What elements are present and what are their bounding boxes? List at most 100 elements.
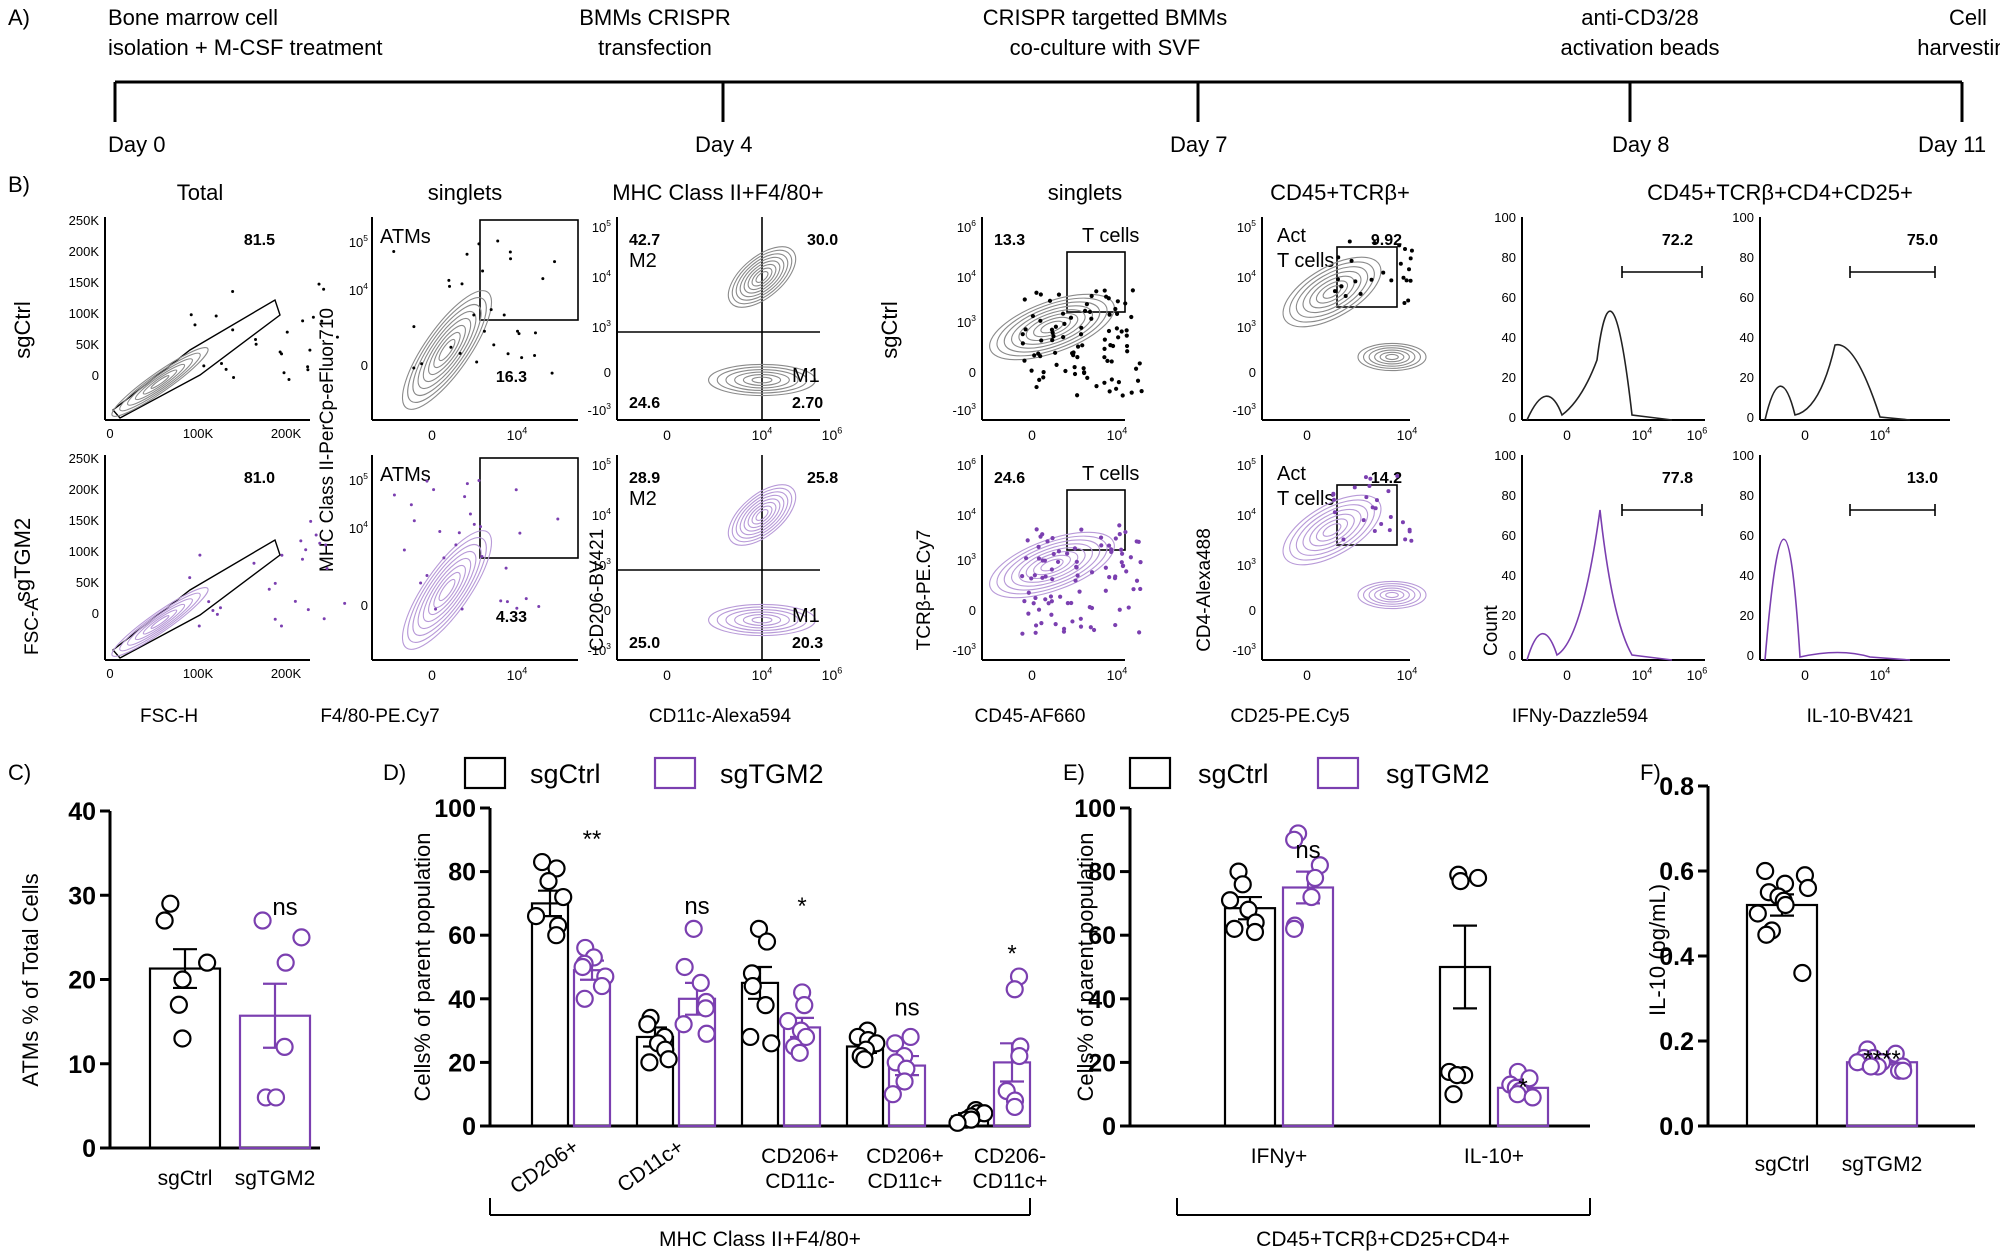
density-contour	[142, 609, 178, 635]
event-dot	[1102, 288, 1107, 293]
event-dot	[1032, 353, 1037, 358]
event-dot	[448, 284, 452, 288]
panel-d-data-point	[901, 1027, 920, 1047]
panel-c-y-tick-label: 10	[68, 1051, 96, 1079]
event-dot	[506, 352, 510, 356]
event-dot	[1075, 354, 1080, 360]
event-dot	[1070, 619, 1075, 624]
event-dot	[1087, 309, 1093, 314]
event-dot	[1404, 278, 1409, 283]
event-dot	[1065, 600, 1070, 606]
panel-f-data-point	[1793, 963, 1812, 983]
tick-label: 150K	[69, 275, 100, 290]
panel-c-data-point	[253, 911, 272, 930]
density-contour	[743, 260, 781, 294]
panel-f-label: F)	[1640, 760, 1661, 785]
density-contour	[407, 537, 487, 643]
tick-label: 104	[1107, 426, 1128, 443]
event-dot	[1033, 623, 1039, 628]
tick-label: -103	[953, 641, 977, 658]
event-dot	[492, 343, 496, 347]
quadrant-label: M2	[629, 488, 657, 510]
density-contour	[1357, 580, 1427, 610]
panel-d-y-tick-label: 40	[448, 986, 476, 1014]
event-dot	[1063, 368, 1068, 374]
timeline-event-line2: harvesting	[1917, 35, 2000, 60]
density-contour	[1368, 347, 1416, 367]
tcell-gate	[1066, 489, 1126, 551]
event-dot	[1078, 624, 1084, 629]
event-dot	[308, 348, 312, 352]
event-dot	[254, 342, 258, 346]
legend-label: sgTGM2	[720, 759, 824, 789]
legend-swatch	[1316, 756, 1360, 790]
tick-label: -103	[1233, 401, 1257, 418]
panel-d-data-point	[684, 919, 703, 938]
event-dot	[1078, 332, 1084, 337]
event-dot	[1025, 538, 1030, 543]
event-dot	[1367, 484, 1372, 489]
gate-label: Act	[1277, 463, 1306, 485]
event-dot	[1037, 377, 1042, 382]
tick-label: 104	[1870, 666, 1891, 683]
panel-e-significance: *	[1518, 1074, 1527, 1101]
density-contour	[734, 371, 790, 389]
event-dot	[1050, 536, 1055, 541]
panel-f-data-point	[1748, 904, 1767, 923]
event-dot	[514, 488, 518, 492]
event-dot	[1068, 315, 1074, 320]
event-dot	[1039, 338, 1044, 343]
tick-label: 103	[592, 318, 611, 335]
panel-f-category-label: sgCtrl	[1755, 1153, 1810, 1176]
event-dot	[1048, 594, 1054, 599]
tick-label: 100K	[183, 666, 214, 681]
tick-label: 106	[957, 456, 976, 473]
event-dot	[477, 242, 481, 246]
tick-label: 100K	[69, 544, 100, 559]
panel-d-significance: ns	[894, 995, 919, 1022]
panel-e-category-label: IL-10+	[1464, 1145, 1524, 1168]
panel-d-data-point	[547, 926, 566, 945]
event-dot	[517, 332, 521, 336]
event-dot	[1061, 629, 1067, 634]
event-dot	[1075, 344, 1081, 349]
gate-percent: 13.3	[994, 232, 1025, 249]
timeline-event-line2: transfection	[598, 35, 712, 60]
event-dot	[454, 543, 458, 547]
event-dot	[1049, 612, 1054, 617]
gate-label: T cells	[1082, 463, 1139, 485]
event-dot	[1107, 312, 1112, 317]
density-contour	[1018, 309, 1086, 345]
panel-c-category-label: sgCtrl	[158, 1167, 213, 1190]
event-dot	[1045, 539, 1050, 544]
event-dot	[343, 601, 347, 605]
panel-f-category-label: sgTGM2	[1842, 1153, 1923, 1176]
panel-c-data-point	[169, 995, 188, 1014]
x-axis-label: F4/80-PE.Cy7	[320, 706, 439, 727]
event-dot	[1102, 346, 1107, 351]
event-dot	[1110, 343, 1116, 349]
tick-label: 0	[1303, 667, 1311, 683]
event-dot	[1117, 607, 1122, 612]
event-dot	[1047, 298, 1053, 303]
density-contour	[1385, 353, 1399, 361]
panel-d-data-point	[1005, 980, 1024, 999]
gate-label: T cells	[1277, 488, 1334, 510]
panel-c-data-point	[292, 928, 311, 947]
timeline-event-line1: Cell	[1949, 5, 1987, 30]
panel-d-category-label: CD206+	[761, 1145, 839, 1168]
tick-label: 200K	[271, 666, 302, 681]
event-dot	[1137, 630, 1142, 635]
event-dot	[1395, 473, 1400, 478]
density-contour	[407, 297, 487, 403]
panel-d-data-point	[691, 973, 710, 993]
event-dot	[504, 566, 508, 570]
event-dot	[1089, 570, 1095, 575]
panel-d-data-point	[674, 1015, 693, 1034]
tick-label: 104	[1632, 666, 1653, 683]
panel-c-y-label: ATMs % of Total Cells	[18, 873, 43, 1086]
density-contour	[433, 571, 461, 609]
panel-d-y-tick-label: 100	[434, 795, 476, 823]
event-dot	[1373, 506, 1378, 511]
